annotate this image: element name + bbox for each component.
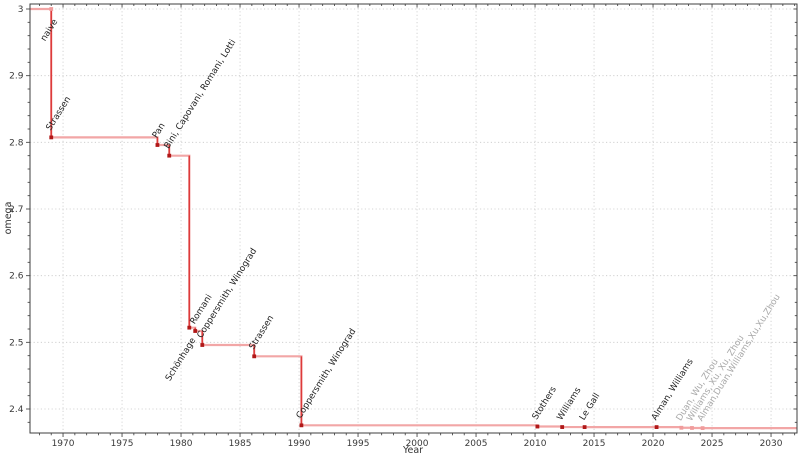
- x-tick-label: 1990: [288, 439, 311, 449]
- point-label: Williams, Xu, Xu, Zhou: [685, 334, 746, 424]
- x-tick-label: 1975: [111, 439, 134, 449]
- y-tick-label: 2.6: [9, 272, 24, 282]
- x-tick-label: 2020: [642, 439, 665, 449]
- point-label: Bini, Capovani, Romani, Lotti: [163, 38, 239, 151]
- point-label-group: Alman,Duan,Williams,Xu,Xu,Zhou: [696, 293, 783, 424]
- point-label: Coppersmith, Winograd: [295, 327, 359, 421]
- point-label-group: Williams, Xu, Xu, Zhou: [685, 334, 746, 424]
- point-marker-dark: [299, 423, 304, 428]
- x-tick-label: 1995: [347, 439, 370, 449]
- point-label: Le Gall: [578, 392, 602, 423]
- point-label: Strassen: [248, 314, 277, 352]
- point-marker-pale: [690, 426, 694, 430]
- y-tick-label: 2.8: [9, 138, 24, 148]
- point-marker-dark: [200, 343, 205, 347]
- y-axis-title: omega: [3, 202, 14, 235]
- x-tick-label: 2010: [524, 439, 547, 449]
- point-label-group: Strassen: [248, 314, 277, 352]
- x-tick-label: 2015: [583, 439, 606, 449]
- y-tick-label: 2.9: [9, 72, 24, 82]
- x-tick-label: 2030: [760, 439, 783, 449]
- point-marker-dark: [582, 425, 587, 429]
- point-label-group: Strassen: [45, 95, 74, 133]
- point-marker-pale: [49, 7, 54, 11]
- point-marker-dark: [155, 143, 160, 147]
- point-marker-dark: [187, 325, 192, 330]
- data-point-markers: [49, 7, 705, 431]
- point-label-group: Pan: [151, 121, 168, 140]
- x-tick-label: 1985: [229, 439, 252, 449]
- x-axis-title: Year: [402, 445, 423, 456]
- y-tick-label: 2.4: [9, 405, 24, 415]
- point-label-group: Coppersmith, Winograd: [295, 327, 359, 421]
- point-marker-dark: [193, 329, 198, 333]
- chart-grid: [30, 4, 797, 433]
- point-label-group: Bini, Capovani, Romani, Lotti: [163, 38, 239, 151]
- point-marker-pale: [679, 425, 684, 430]
- point-label-group: naive: [39, 18, 60, 44]
- x-tick-label: 2000: [406, 439, 429, 449]
- y-tick-label: 2.7: [9, 205, 23, 215]
- point-label: Pan: [151, 121, 168, 140]
- point-marker-pale: [700, 426, 705, 431]
- plot-frame: [29, 3, 798, 434]
- point-label-group: Le Gall: [578, 392, 602, 423]
- x-tick-label: 1970: [52, 439, 75, 449]
- x-tick-label: 2005: [465, 439, 488, 449]
- y-tick-label: 3: [18, 5, 24, 15]
- point-marker-dark: [252, 354, 257, 359]
- point-label: naive: [39, 18, 60, 44]
- point-label: Alman,Duan,Williams,Xu,Xu,Zhou: [696, 293, 783, 424]
- x-tick-label: 1980: [170, 439, 193, 449]
- y-tick-label: 2.5: [9, 338, 23, 348]
- point-marker-dark: [49, 135, 54, 140]
- point-marker-dark: [535, 424, 540, 429]
- point-label: Strassen: [45, 95, 74, 133]
- x-tick-label: 2025: [701, 439, 724, 449]
- point-marker-dark: [167, 153, 172, 158]
- point-marker-dark: [560, 425, 565, 429]
- point-marker-dark: [654, 425, 659, 429]
